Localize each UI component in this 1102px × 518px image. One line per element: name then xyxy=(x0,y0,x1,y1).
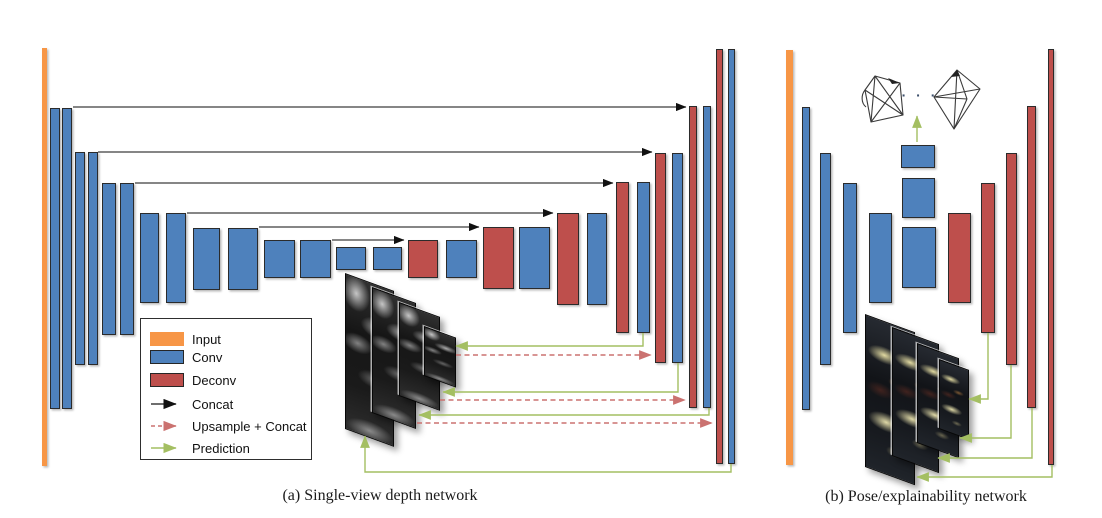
conv-bar xyxy=(820,153,831,365)
deconv-bar xyxy=(1006,153,1017,365)
legend-item: Prediction xyxy=(150,440,250,456)
input-bar xyxy=(42,48,47,466)
legend-item-label: Deconv xyxy=(192,372,237,388)
conv-bar xyxy=(264,240,295,278)
legend-item: Deconv xyxy=(150,372,236,388)
deconv-bar xyxy=(689,106,697,408)
deconv-bar xyxy=(948,213,971,303)
camera-pose-icon-left xyxy=(861,75,904,123)
caption-a: (a) Single-view depth network xyxy=(282,487,478,504)
legend-item: Input xyxy=(150,331,221,347)
legend-arrow-icon xyxy=(151,420,177,432)
legend-arrow-icon xyxy=(151,398,177,410)
legend-item-label: Upsample + Concat xyxy=(192,418,307,434)
deconv-bar xyxy=(716,49,723,464)
deconv-bar xyxy=(1027,106,1036,408)
legend-swatch-input xyxy=(150,332,184,346)
camera-pose-icon-right xyxy=(933,69,981,130)
conv-bar xyxy=(336,247,366,270)
conv-bar xyxy=(843,183,857,333)
deconv-bar xyxy=(981,183,995,333)
prediction-arrow xyxy=(442,363,679,397)
deconv-bar xyxy=(483,227,514,289)
conv-bar xyxy=(902,178,935,218)
deconv-bar xyxy=(655,153,666,363)
conv-bar xyxy=(728,49,735,464)
conv-bar xyxy=(902,227,936,288)
conv-bar xyxy=(140,213,159,303)
deconv-bar xyxy=(408,240,438,278)
conv-bar xyxy=(50,108,60,409)
conv-bar xyxy=(373,247,402,270)
legend-item: Conv xyxy=(150,349,222,365)
deconv-bar xyxy=(1048,49,1054,465)
pose-ellipsis: · · · xyxy=(901,87,939,103)
prediction-arrow xyxy=(360,435,732,473)
conv-bar xyxy=(88,152,98,365)
prediction-arrow xyxy=(418,408,710,420)
conv-bar xyxy=(703,106,711,408)
legend-item-label: Input xyxy=(192,331,221,347)
legend-item-label: Concat xyxy=(192,396,234,412)
conv-bar xyxy=(228,228,258,290)
conv-bar xyxy=(637,182,650,333)
legend-swatch-deconv xyxy=(150,373,184,387)
conv-bar xyxy=(802,107,810,410)
conv-bar xyxy=(102,183,116,335)
conv-bar xyxy=(587,213,607,305)
conv-bar xyxy=(62,108,72,409)
legend-arrow-icon xyxy=(151,442,177,454)
conv-bar xyxy=(672,153,683,363)
conv-bar xyxy=(519,227,550,289)
conv-bar xyxy=(901,145,935,168)
legend-swatch-conv xyxy=(150,350,184,364)
conv-bar xyxy=(300,240,331,278)
prediction-arrow xyxy=(455,333,644,351)
prediction-arrow xyxy=(968,333,989,404)
conv-bar xyxy=(75,152,85,365)
deconv-bar xyxy=(557,213,579,305)
input-bar xyxy=(786,50,793,465)
conv-bar xyxy=(869,213,892,303)
conv-bar xyxy=(446,240,477,278)
legend-item-label: Conv xyxy=(192,349,223,365)
conv-bar xyxy=(120,183,134,335)
legend-item: Upsample + Concat xyxy=(150,418,307,434)
conv-bar xyxy=(166,213,186,303)
deconv-bar xyxy=(616,182,629,333)
legend-item: Concat xyxy=(150,396,233,412)
explainability-mask-image xyxy=(939,359,969,440)
legend-item-label: Prediction xyxy=(192,440,250,456)
legend: Input Conv Deconv Concat Upsample + Concat Pr… xyxy=(140,318,312,460)
caption-b: (b) Pose/explainability network xyxy=(825,488,1027,505)
conv-bar xyxy=(193,228,220,290)
